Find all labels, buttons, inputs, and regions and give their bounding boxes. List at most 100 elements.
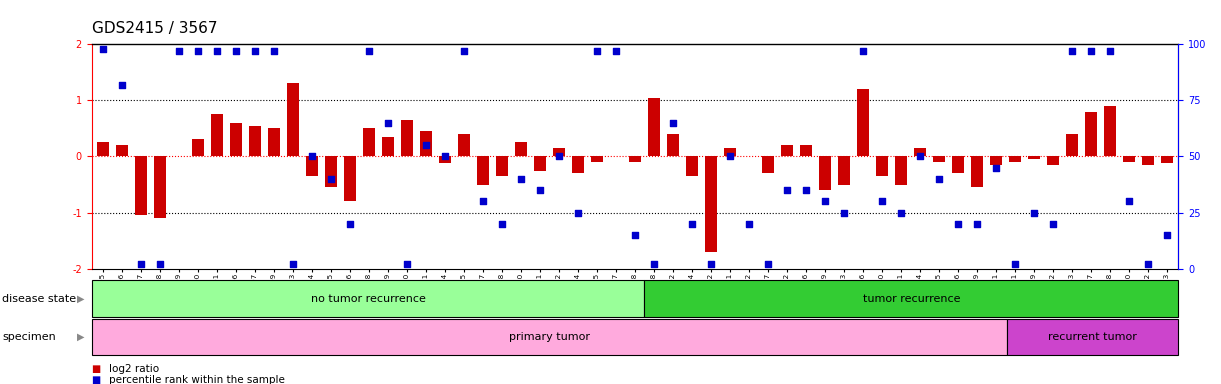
Point xyxy=(1062,48,1082,54)
Bar xyxy=(780,145,794,157)
Text: ■: ■ xyxy=(92,364,101,374)
Point xyxy=(853,48,873,54)
Text: ▶: ▶ xyxy=(77,332,84,342)
Bar xyxy=(1028,157,1040,159)
Point xyxy=(606,48,625,54)
Point xyxy=(170,48,189,54)
Bar xyxy=(1104,106,1116,157)
Point xyxy=(512,176,531,182)
Bar xyxy=(267,128,280,157)
Bar xyxy=(96,142,109,157)
Text: primary tumor: primary tumor xyxy=(509,332,590,342)
Bar xyxy=(211,114,223,157)
Bar xyxy=(553,148,565,157)
Text: recurrent tumor: recurrent tumor xyxy=(1048,332,1137,342)
Point xyxy=(188,48,208,54)
Bar xyxy=(990,157,1002,165)
Bar xyxy=(420,131,432,157)
Bar xyxy=(1161,157,1173,163)
Text: percentile rank within the sample: percentile rank within the sample xyxy=(109,375,284,384)
Bar xyxy=(913,148,926,157)
Point xyxy=(967,221,987,227)
Point xyxy=(397,261,416,267)
Bar xyxy=(400,120,413,157)
Bar xyxy=(134,157,148,215)
Bar xyxy=(382,137,394,157)
Point xyxy=(816,199,835,205)
Bar xyxy=(438,157,451,163)
Bar xyxy=(933,157,945,162)
Bar xyxy=(951,157,965,173)
Point xyxy=(93,46,112,52)
Bar xyxy=(92,319,1006,355)
Point xyxy=(416,142,436,148)
Bar xyxy=(686,157,698,176)
Point xyxy=(302,154,321,160)
Bar xyxy=(1046,157,1059,165)
Bar xyxy=(1122,157,1136,162)
Point xyxy=(872,199,891,205)
Point xyxy=(834,210,853,216)
Text: GDS2415 / 3567: GDS2415 / 3567 xyxy=(92,22,217,36)
Text: ▶: ▶ xyxy=(77,293,84,304)
Point xyxy=(1024,210,1044,216)
Point xyxy=(1158,232,1177,238)
Point xyxy=(131,261,150,267)
Bar xyxy=(724,148,736,157)
Point xyxy=(739,221,758,227)
Point xyxy=(701,261,720,267)
Bar xyxy=(192,139,204,157)
Bar xyxy=(629,157,641,162)
Point xyxy=(1081,48,1100,54)
Point xyxy=(474,199,493,205)
Bar xyxy=(971,157,983,187)
Point xyxy=(929,176,949,182)
Point xyxy=(1005,261,1024,267)
Bar xyxy=(819,157,832,190)
Point xyxy=(1100,48,1120,54)
Point xyxy=(645,261,664,267)
Point xyxy=(663,120,683,126)
Bar xyxy=(344,157,357,202)
Point xyxy=(796,187,816,193)
Bar xyxy=(1009,157,1021,162)
Bar xyxy=(875,157,888,176)
Point xyxy=(1138,261,1158,267)
Point xyxy=(777,187,796,193)
Point xyxy=(264,48,283,54)
Point xyxy=(321,176,341,182)
Point xyxy=(112,81,132,88)
Point xyxy=(587,48,607,54)
Bar xyxy=(249,126,261,157)
Text: tumor recurrence: tumor recurrence xyxy=(862,293,960,304)
Point xyxy=(454,48,474,54)
Bar xyxy=(287,83,299,157)
Point xyxy=(530,187,549,193)
Bar xyxy=(857,89,869,157)
Point xyxy=(949,221,968,227)
Point xyxy=(150,261,170,267)
Bar xyxy=(648,98,661,157)
Bar xyxy=(645,280,1178,317)
Point xyxy=(625,232,645,238)
Bar xyxy=(762,157,774,173)
Bar xyxy=(458,134,470,157)
Bar xyxy=(591,157,603,162)
Text: disease state: disease state xyxy=(2,293,77,304)
Bar xyxy=(571,157,584,173)
Bar xyxy=(325,157,337,187)
Bar xyxy=(496,157,508,176)
Bar xyxy=(534,157,546,170)
Point xyxy=(1043,221,1062,227)
Bar xyxy=(305,157,319,176)
Bar xyxy=(838,157,850,185)
Point xyxy=(435,154,454,160)
Bar xyxy=(230,123,242,157)
Point xyxy=(568,210,587,216)
Bar xyxy=(1066,134,1078,157)
Bar xyxy=(154,157,166,218)
Bar xyxy=(363,128,375,157)
Point xyxy=(891,210,911,216)
Bar xyxy=(705,157,717,252)
Text: log2 ratio: log2 ratio xyxy=(109,364,159,374)
